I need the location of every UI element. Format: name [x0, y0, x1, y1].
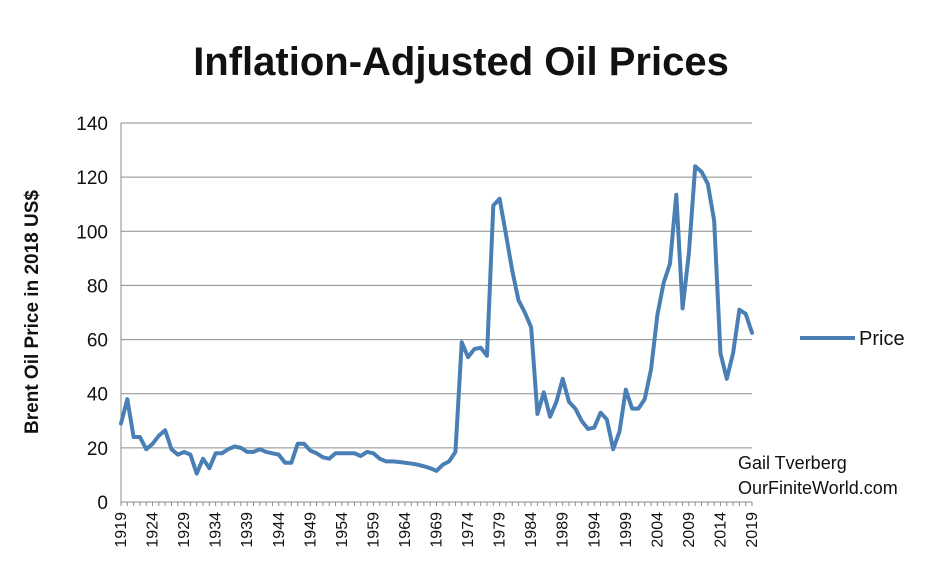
y-tick-140: 140 [76, 114, 108, 135]
y-tick-100: 100 [76, 222, 108, 243]
y-tick-0: 0 [97, 493, 108, 514]
chart-title: Inflation-Adjusted Oil Prices [193, 40, 729, 84]
credit-author: Gail Tverberg [738, 453, 847, 473]
x-tick-1944: 1944 [271, 512, 288, 548]
x-tick-1999: 1999 [618, 512, 635, 548]
y-tick-40: 40 [87, 385, 108, 406]
x-tick-1954: 1954 [334, 512, 351, 548]
x-tick-1994: 1994 [586, 512, 603, 548]
x-tick-1934: 1934 [208, 512, 225, 548]
x-tick-2004: 2004 [649, 512, 666, 548]
series-price [119, 164, 754, 476]
x-tick-1929: 1929 [176, 512, 193, 548]
y-tick-labels: 0 20 40 60 80 100 120 140 [76, 114, 108, 514]
y-tick-120: 120 [76, 168, 108, 189]
y-tick-60: 60 [87, 331, 108, 352]
x-tick-2019: 2019 [744, 512, 761, 548]
x-tick-1924: 1924 [145, 512, 162, 548]
x-tick-1959: 1959 [365, 512, 382, 548]
x-tick-1964: 1964 [397, 512, 414, 548]
y-tick-80: 80 [87, 276, 108, 297]
x-tick-1969: 1969 [429, 512, 446, 548]
x-tick-labels: 1919 1924 1929 1934 1939 1944 1949 1954 1959 1964… [113, 512, 761, 548]
x-tick-1989: 1989 [555, 512, 572, 548]
x-tick-1984: 1984 [523, 512, 540, 548]
x-tick-1939: 1939 [239, 512, 256, 548]
legend-label-price: Price [859, 328, 905, 350]
x-tick-1974: 1974 [460, 512, 477, 548]
series-line-0 [119, 164, 754, 476]
y-axis-label: Brent Oil Price in 2018 US$ [22, 190, 43, 434]
gridlines [120, 122, 753, 506]
legend: Price [800, 328, 905, 350]
x-tick-2014: 2014 [712, 512, 729, 548]
credit-website: OurFiniteWorld.com [738, 478, 898, 498]
x-tick-1919: 1919 [113, 512, 130, 548]
x-tick-2009: 2009 [681, 512, 698, 548]
x-tick-1949: 1949 [302, 512, 319, 548]
x-tick-1979: 1979 [492, 512, 509, 548]
y-tick-20: 20 [87, 439, 108, 460]
